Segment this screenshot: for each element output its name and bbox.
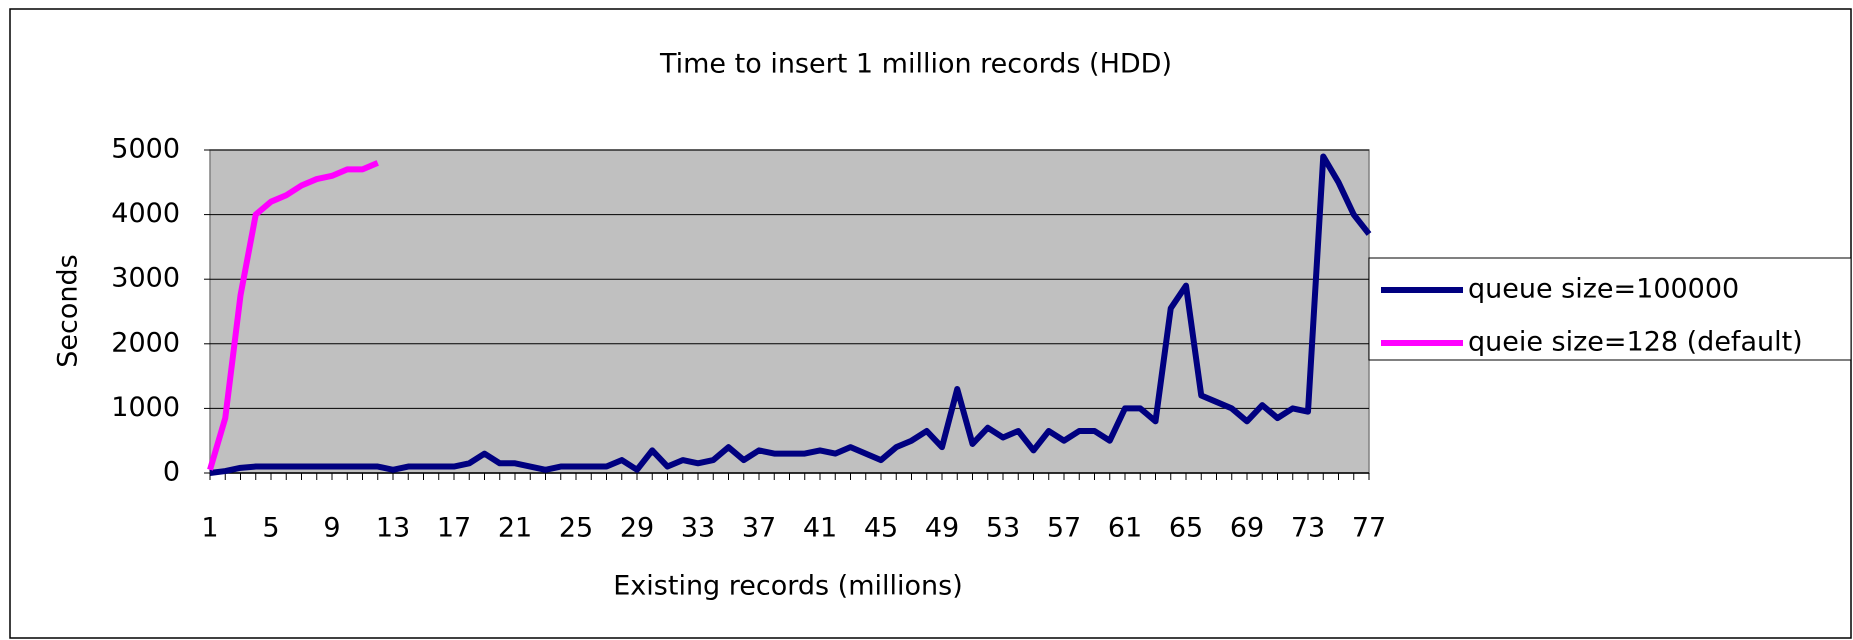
legend-label: queie size=128 (default) xyxy=(1468,327,1803,358)
x-tick-label: 69 xyxy=(1230,513,1264,544)
y-axis-label: Seconds xyxy=(53,254,84,367)
x-tick-label: 65 xyxy=(1169,513,1203,544)
x-tick-label: 57 xyxy=(1047,513,1081,544)
x-tick-label: 17 xyxy=(437,513,471,544)
x-tick-label: 9 xyxy=(323,513,340,544)
x-tick-label: 61 xyxy=(1108,513,1142,544)
x-tick-label: 73 xyxy=(1291,513,1325,544)
x-tick-label: 29 xyxy=(620,513,654,544)
y-tick-label: 5000 xyxy=(111,134,180,165)
x-tick-label: 13 xyxy=(376,513,410,544)
x-tick-label: 77 xyxy=(1352,513,1386,544)
y-tick-label: 0 xyxy=(163,457,180,488)
x-tick-label: 1 xyxy=(201,513,218,544)
x-axis-label: Existing records (millions) xyxy=(613,571,963,602)
x-tick-label: 37 xyxy=(742,513,776,544)
legend-label: queue size=100000 xyxy=(1468,274,1739,305)
series-line xyxy=(207,160,379,471)
y-tick-label: 1000 xyxy=(111,392,180,423)
x-tick-label: 41 xyxy=(803,513,837,544)
plot-area xyxy=(209,149,1370,474)
x-tick-label: 45 xyxy=(864,513,898,544)
x-tick-label: 21 xyxy=(498,513,532,544)
x-tick-label: 53 xyxy=(986,513,1020,544)
y-tick-label: 4000 xyxy=(111,198,180,229)
x-tick-label: 49 xyxy=(925,513,959,544)
x-tick-label: 25 xyxy=(559,513,593,544)
chart-title: Time to insert 1 million records (HDD) xyxy=(659,49,1172,80)
y-tick-label: 2000 xyxy=(111,327,180,358)
series-line xyxy=(209,153,1372,476)
x-tick-label: 33 xyxy=(681,513,715,544)
y-tick-label: 3000 xyxy=(111,263,180,294)
x-tick-label: 5 xyxy=(262,513,279,544)
